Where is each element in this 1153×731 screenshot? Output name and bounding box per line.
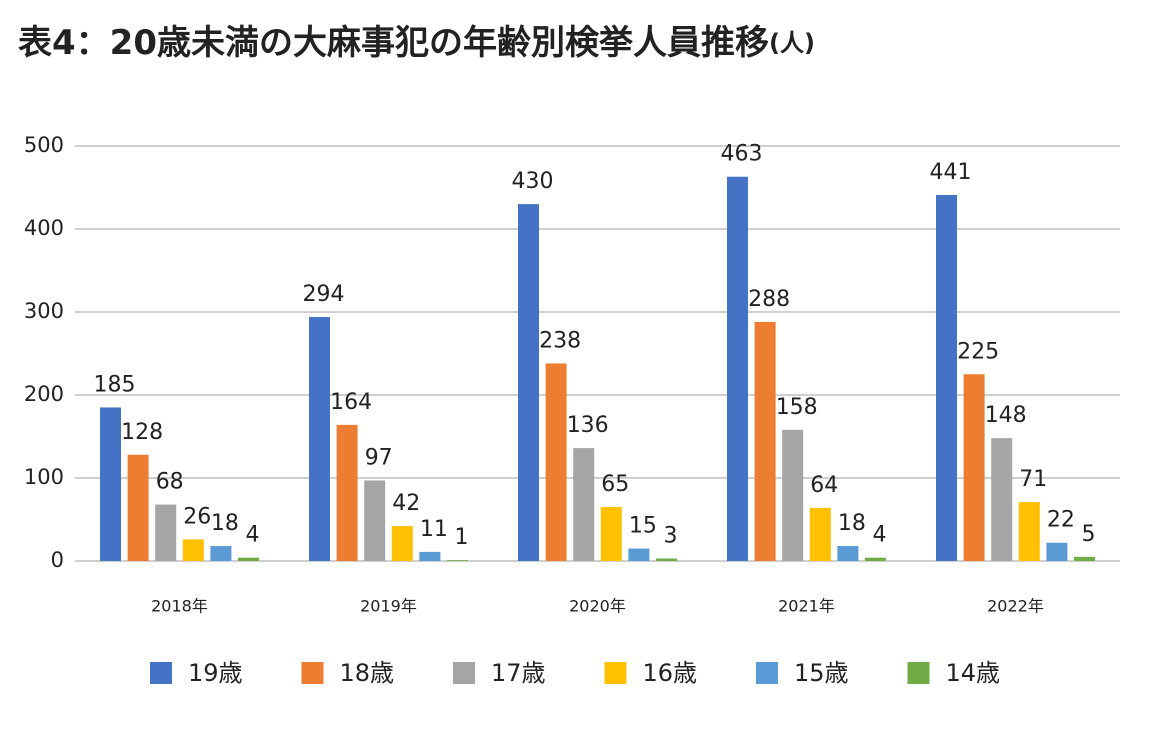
bar [1018,502,1040,561]
value-label: 42 [392,491,420,516]
legend-swatch [150,662,172,684]
bar [600,507,622,561]
bar [364,480,386,561]
bar [1074,556,1095,561]
bar [963,374,985,561]
bar [837,546,859,561]
legend-label: 15歳 [794,659,849,687]
bar [727,176,748,561]
y-tick-label: 200 [24,382,64,406]
value-label: 71 [1019,467,1047,492]
y-tick-label: 100 [24,465,64,489]
value-label: 128 [121,420,163,445]
bar [182,539,204,561]
value-label: 238 [539,328,581,353]
bar [100,407,121,561]
value-label: 463 [721,142,763,167]
value-label: 164 [330,390,372,415]
legend-swatch [907,662,930,684]
legend-label: 16歳 [643,659,698,687]
value-label: 18 [838,511,866,536]
legend-label: 18歳 [340,659,395,687]
bar [1046,542,1068,561]
value-label: 441 [930,160,972,185]
bar [545,363,567,561]
value-label: 4 [246,523,260,548]
bar [210,546,232,561]
y-tick-label: 300 [24,299,64,323]
value-label: 65 [601,472,629,497]
x-tick-label: 2021年 [778,597,835,616]
legend-swatch [756,662,778,684]
bar [573,448,595,561]
bar [782,429,804,561]
legend-swatch [301,662,324,684]
value-label: 288 [748,287,790,312]
value-label: 294 [303,282,345,307]
bar [809,507,831,561]
bar [991,438,1013,561]
value-label: 148 [985,403,1027,428]
value-label: 158 [776,395,818,420]
y-tick-label: 0 [51,548,64,572]
legend-label: 17歳 [491,659,546,687]
bar [238,557,259,561]
value-label: 97 [365,445,393,470]
value-label: 185 [94,372,136,397]
x-tick-label: 2020年 [569,597,626,616]
value-label: 1 [455,525,469,550]
bar [336,424,358,561]
value-label: 15 [629,514,657,539]
bar [447,560,468,561]
chart-title: 表4：20歳未満の大麻事犯の年齢別検挙人員推移(人) [18,23,815,63]
value-label: 5 [1082,522,1096,547]
legend-swatch [604,662,627,684]
x-tick-label: 2018年 [151,597,208,616]
bar [391,526,413,561]
value-label: 26 [183,504,211,529]
value-label: 430 [512,169,554,194]
y-tick-label: 400 [24,216,64,240]
bar [628,548,650,561]
bar [419,551,441,561]
bar [656,558,677,561]
bar [754,321,776,561]
bar [518,204,539,561]
value-label: 11 [420,517,448,542]
unit-text: (人) [769,29,815,57]
bar [865,557,886,561]
x-tick-label: 2019年 [360,597,417,616]
value-label: 225 [957,339,999,364]
value-label: 136 [567,413,609,438]
y-tick-label: 500 [24,133,64,157]
legend-label: 19歳 [188,659,243,687]
value-label: 22 [1047,508,1075,533]
bar [127,454,149,561]
x-tick-label: 2022年 [987,597,1044,616]
bar [936,194,957,561]
title-text: 表4：20歳未満の大麻事犯の年齢別検挙人員推移 [18,23,769,63]
legend-swatch [453,662,475,684]
bar [155,504,177,561]
value-label: 64 [810,473,838,498]
value-label: 4 [873,523,887,548]
value-label: 3 [664,524,678,549]
legend-label: 14歳 [946,659,1001,687]
value-label: 68 [156,470,184,495]
bar [309,316,330,561]
value-label: 18 [211,511,239,536]
